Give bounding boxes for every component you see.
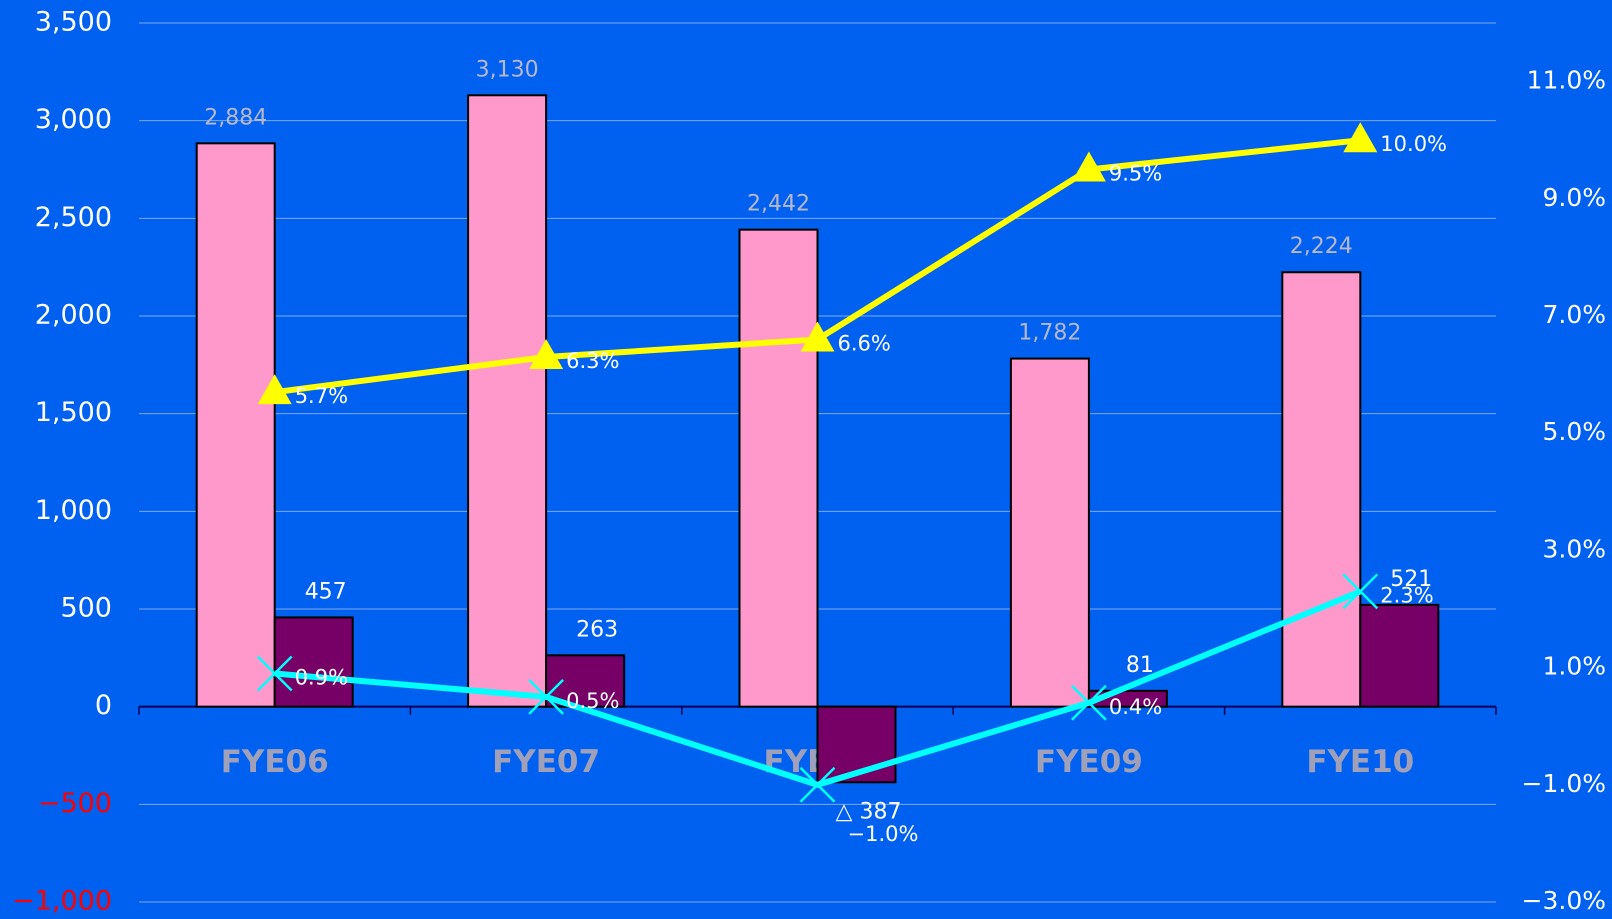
line-marker bbox=[529, 339, 564, 370]
line-marker bbox=[256, 655, 293, 692]
y2-tick-label: 1.0% bbox=[1542, 652, 1606, 681]
x-tick-label: FYE06 bbox=[221, 744, 329, 780]
bar bbox=[1359, 603, 1440, 708]
line-value-label: 6.3% bbox=[566, 349, 619, 373]
y2-tick-label: 9.0% bbox=[1542, 183, 1606, 212]
line-marker bbox=[1071, 151, 1106, 182]
line-marker bbox=[800, 321, 835, 352]
x-tick-label: FYE09 bbox=[1035, 744, 1143, 780]
line-value-label: 0.9% bbox=[295, 665, 348, 689]
y-tick-label: 2,000 bbox=[35, 300, 112, 331]
y-tick-label: 3,000 bbox=[35, 104, 112, 135]
y2-tick-label: 5.0% bbox=[1542, 417, 1606, 446]
x-tick-label: FYE10 bbox=[1306, 744, 1414, 780]
y-tick-label: 500 bbox=[60, 593, 112, 624]
y-tick-label: 3,500 bbox=[35, 7, 112, 38]
bar-value-label: 3,130 bbox=[476, 57, 539, 82]
y-tick-label: 1,000 bbox=[35, 495, 112, 526]
bar bbox=[195, 142, 276, 708]
line-marker bbox=[257, 374, 292, 405]
bar bbox=[816, 705, 897, 784]
y2-tick-label: 3.0% bbox=[1542, 534, 1606, 563]
y2-tick-label: −1.0% bbox=[1522, 769, 1606, 798]
y-tick-label: −1,000 bbox=[12, 886, 112, 917]
line-marker bbox=[1342, 573, 1379, 610]
y2-tick-label: 11.0% bbox=[1527, 66, 1606, 95]
y2-tick-label: −3.0% bbox=[1522, 886, 1606, 915]
line-value-label: 10.0% bbox=[1380, 132, 1447, 156]
bar-value-label: 1,782 bbox=[1018, 321, 1081, 346]
bar-value-label: 2,224 bbox=[1290, 234, 1353, 259]
line-value-label: 0.4% bbox=[1109, 695, 1162, 719]
y-tick-label: 1,500 bbox=[35, 397, 112, 428]
line-marker bbox=[799, 766, 836, 803]
line-value-label: 0.5% bbox=[566, 689, 619, 713]
bar bbox=[467, 94, 548, 708]
line-marker bbox=[1343, 122, 1378, 153]
line-value-label: −1.0% bbox=[848, 822, 919, 846]
line-marker bbox=[528, 679, 564, 715]
bar bbox=[738, 228, 819, 708]
y-tick-label: 2,500 bbox=[35, 202, 112, 233]
line-value-label: 6.6% bbox=[838, 331, 891, 355]
y-tick-label: 0 bbox=[95, 690, 112, 721]
bar-value-label: △ 387 bbox=[836, 799, 902, 824]
line-value-label: 2.3% bbox=[1380, 583, 1433, 607]
line-marker bbox=[1071, 684, 1107, 721]
y2-tick-label: 7.0% bbox=[1542, 300, 1606, 329]
bar-value-label: 2,442 bbox=[747, 192, 810, 217]
bar bbox=[1281, 271, 1362, 708]
bar-value-label: 263 bbox=[576, 617, 618, 642]
line-value-label: 9.5% bbox=[1109, 162, 1162, 186]
x-tick-label: FYE07 bbox=[492, 744, 600, 780]
bar-value-label: 521 bbox=[1390, 567, 1432, 592]
bar-value-label: 2,884 bbox=[204, 105, 267, 130]
line-value-label: 5.7% bbox=[295, 384, 348, 408]
bar-value-label: 81 bbox=[1126, 653, 1154, 678]
bar bbox=[1009, 357, 1090, 708]
bar-value-label: 457 bbox=[305, 579, 347, 604]
y-tick-label: −500 bbox=[38, 788, 112, 819]
